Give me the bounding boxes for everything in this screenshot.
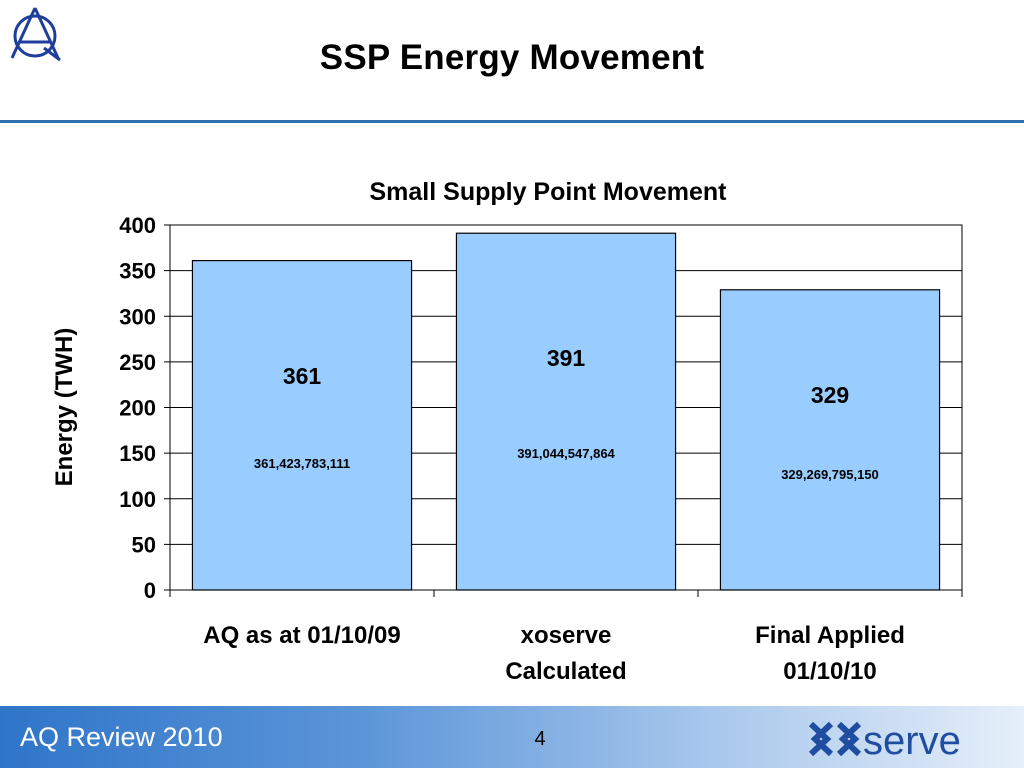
y-tick-label: 150 — [119, 441, 156, 466]
x-tick-label: xoserve — [521, 622, 612, 649]
y-tick-label: 400 — [119, 213, 156, 238]
bar — [719, 289, 941, 591]
x-tick-label: Final Applied — [755, 622, 905, 649]
bar-detail-label: 391,044,547,864 — [517, 446, 615, 461]
xoserve-logo: serve — [805, 716, 1015, 763]
y-axis-label: Energy (TWH) — [51, 328, 78, 487]
bar-detail-label: 361,423,783,111 — [254, 456, 350, 471]
aq-logo — [4, 4, 66, 62]
x-tick-label: Calculated — [505, 658, 626, 685]
bar-value-label: 391 — [547, 345, 586, 371]
x-tick-label: AQ as at 01/10/09 — [203, 622, 400, 649]
footer-bar: AQ Review 2010 4 serve — [0, 706, 1024, 768]
x-tick-label: 01/10/10 — [783, 658, 876, 685]
page-number: 4 — [534, 728, 546, 750]
slide-title: SSP Energy Movement — [319, 38, 705, 77]
y-tick-label: 200 — [119, 396, 156, 421]
bar-detail-label: 329,269,795,150 — [781, 467, 879, 482]
title-divider — [0, 120, 1024, 123]
bar-value-label: 329 — [811, 382, 849, 408]
y-tick-label: 250 — [119, 350, 156, 375]
footer-label: AQ Review 2010 — [20, 722, 223, 752]
bar-chart: Small Supply Point Movement Energy (TWH)… — [51, 178, 963, 685]
xoserve-logo-text: serve — [863, 719, 961, 762]
bar-value-label: 361 — [283, 363, 322, 389]
y-tick-label: 50 — [132, 532, 156, 557]
chart-title: Small Supply Point Movement — [370, 178, 728, 206]
y-tick-label: 100 — [119, 487, 156, 512]
y-tick-label: 350 — [119, 259, 156, 284]
bars — [191, 232, 941, 591]
y-tick-label: 300 — [119, 304, 156, 329]
axes — [164, 224, 963, 597]
labels: 0 50 100 150 200 250 300 350 400 361 361,423,783,1… — [119, 213, 905, 685]
bar — [191, 259, 413, 591]
y-tick-label: 0 — [144, 578, 156, 603]
bar — [455, 232, 677, 591]
